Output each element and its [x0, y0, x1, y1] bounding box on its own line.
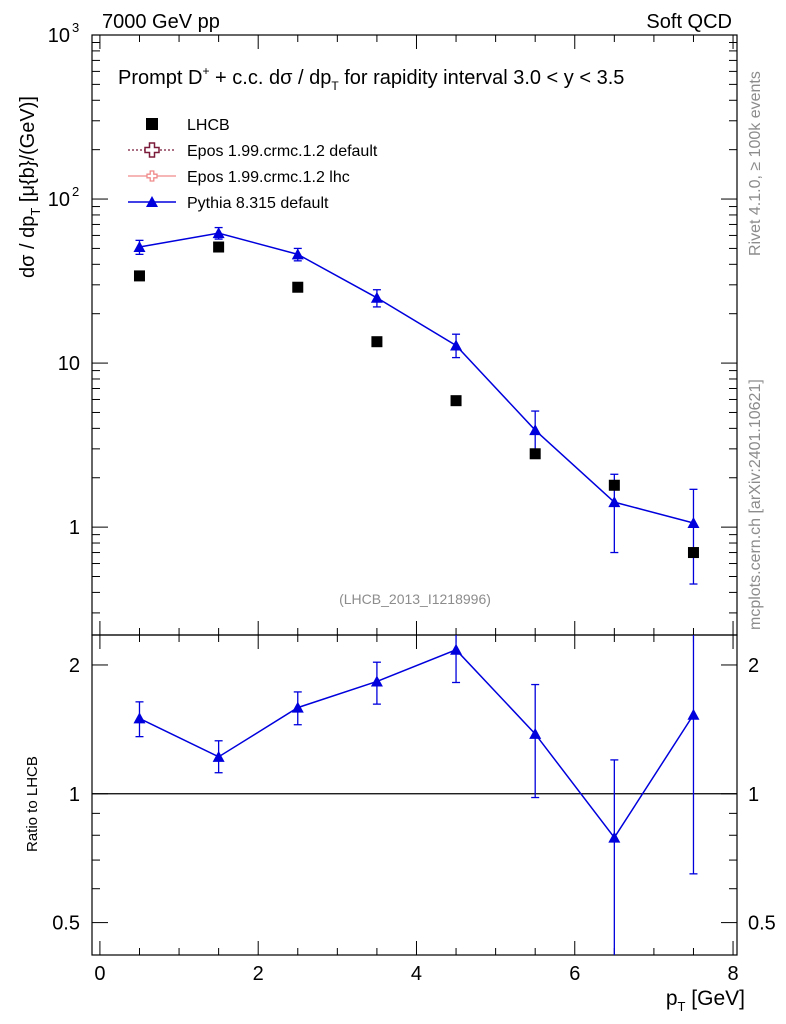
x-tick-label: 6 [569, 963, 580, 985]
legend: LHCB Epos 1.99.crmc.1.2 default Epos 1.99.… [128, 117, 378, 212]
legend-item: Epos 1.99.crmc.1.2 lhc [128, 169, 350, 186]
mc-point [450, 339, 463, 351]
y-tick-exponent: 2 [72, 184, 79, 199]
ratio-point [133, 712, 146, 724]
mc-point [687, 516, 700, 528]
ratio-point [291, 701, 304, 713]
ratio-plot-frame [91, 634, 738, 956]
data-point [371, 336, 383, 348]
data-point [133, 270, 145, 282]
header-right: Soft QCD [646, 11, 732, 33]
ratio-y-tick-label-left: 0.5 [52, 913, 80, 935]
legend-item: Pythia 8.315 default [128, 195, 329, 212]
ratio-y-tick-label-right: 2 [748, 655, 759, 677]
chart-title: Prompt D+ + c.c. dσ / dpT for rapidity i… [118, 64, 624, 93]
legend-marker-triangle [146, 196, 158, 207]
legend-label: Epos 1.99.crmc.1.2 lhc [187, 169, 350, 186]
x-tick-label: 0 [94, 963, 105, 985]
ratio-point [212, 750, 225, 762]
legend-label: LHCB [187, 117, 230, 134]
y-tick-label: 10 [48, 189, 70, 211]
y-axis-label: dσ / dpT [μ{b}/(GeV)] [17, 96, 43, 278]
legend-label: Pythia 8.315 default [187, 195, 329, 212]
analysis-id: (LHCB_2013_I1218996) [339, 591, 491, 607]
ratio-y-tick-label-right: 1 [748, 784, 759, 806]
mc-point [133, 241, 146, 253]
x-tick-label: 8 [727, 963, 738, 985]
x-tick-label: 2 [253, 963, 264, 985]
mc-point [212, 227, 225, 239]
ratio-point [529, 727, 542, 739]
legend-label: Epos 1.99.crmc.1.2 default [187, 143, 378, 160]
legend-marker-cross [146, 170, 158, 182]
mc-point [608, 496, 621, 508]
side-text-bottom: mcplots.cern.ch [arXiv:2401.10621] [747, 379, 764, 630]
ratio-point [370, 675, 383, 687]
data-point [292, 281, 304, 293]
side-text-top: Rivet 4.1.0, ≥ 100k events [747, 71, 764, 256]
ratio-series-group [133, 635, 700, 955]
mc-point [291, 248, 304, 260]
header-left: 7000 GeV pp [102, 11, 220, 33]
legend-item: LHCB [146, 117, 230, 134]
data-series-group [133, 241, 699, 559]
ratio-point [608, 831, 621, 843]
y-tick-label: 1 [69, 517, 80, 539]
y-tick-label: 10 [58, 353, 80, 375]
ratio-point [450, 643, 463, 655]
ratio-y-tick-label-left: 1 [69, 784, 80, 806]
y-tick-exponent: 3 [72, 20, 79, 35]
data-point [529, 448, 541, 460]
ratio-y-axis-label: Ratio to LHCB [24, 756, 41, 852]
legend-marker-square [146, 118, 158, 130]
x-tick-label: 4 [411, 963, 422, 985]
ratio-series-line [139, 648, 695, 839]
ratio-y-tick-label-right: 0.5 [748, 913, 776, 935]
legend-marker-cross [144, 142, 160, 158]
ratio-point [687, 708, 700, 720]
x-axis-label: pT [GeV] [666, 987, 745, 1014]
ratio-y-tick-label-left: 2 [69, 655, 80, 677]
legend-item: Epos 1.99.crmc.1.2 default [128, 142, 378, 160]
data-point [450, 395, 462, 407]
mc-point [529, 424, 542, 436]
data-point [213, 241, 225, 253]
mc-series-group [133, 226, 700, 585]
data-point [608, 479, 620, 491]
mc-series-line [139, 232, 694, 524]
data-point [687, 547, 699, 559]
y-tick-label: 10 [48, 25, 70, 47]
mc-point [370, 291, 383, 303]
